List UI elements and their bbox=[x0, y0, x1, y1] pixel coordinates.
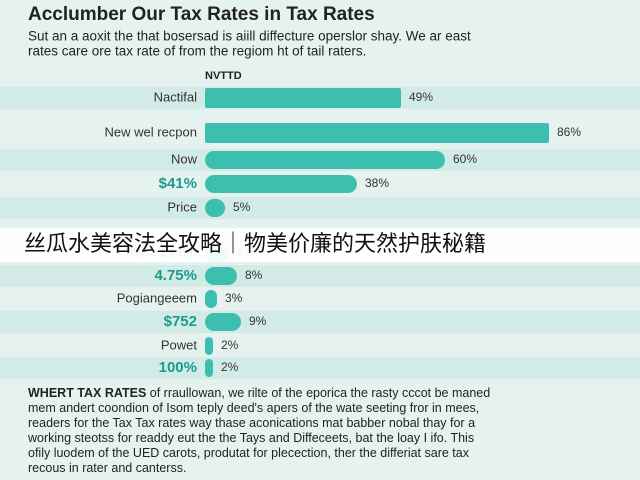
row-stripe bbox=[0, 311, 640, 333]
bar bbox=[205, 290, 217, 308]
overlay-banner: 丝瓜水美容法全攻略｜物美价廉的天然护肤秘籍 bbox=[0, 228, 640, 262]
bar bbox=[205, 337, 213, 355]
footer-first: of rraullowan, we rilte of the eporica t… bbox=[146, 386, 491, 400]
value-label: 8% bbox=[245, 268, 263, 282]
value-label: 2% bbox=[221, 338, 239, 352]
footer-lead: WHERT TAX RATES bbox=[28, 386, 147, 400]
category-label: 100% bbox=[159, 359, 197, 376]
value-label: 60% bbox=[453, 152, 477, 166]
bar bbox=[205, 199, 225, 217]
bar bbox=[205, 359, 213, 377]
value-label: 9% bbox=[249, 314, 267, 328]
footer-text: WHERT TAX RATES of rraullowan, we rilte … bbox=[28, 386, 628, 476]
value-label: 2% bbox=[221, 360, 239, 374]
value-label: 5% bbox=[233, 200, 251, 214]
category-label: Now bbox=[171, 151, 198, 166]
bar bbox=[205, 123, 549, 143]
category-label: Price bbox=[167, 199, 197, 214]
footer-line: recous in rater and canterss. bbox=[28, 461, 187, 475]
subtitle: rates care ore tax rate of from the regi… bbox=[28, 44, 366, 59]
column-header: NVTTD bbox=[205, 70, 242, 82]
banner-text: 丝瓜水美容法全攻略｜物美价廉的天然护肤秘籍 bbox=[24, 232, 487, 257]
value-label: 3% bbox=[225, 291, 243, 305]
row-stripe bbox=[0, 197, 640, 219]
bar bbox=[205, 88, 401, 108]
value-label: 86% bbox=[557, 125, 581, 139]
row-stripe bbox=[0, 265, 640, 287]
footer-line: ofily luodem of the UED carots, produtat… bbox=[28, 446, 469, 460]
bar bbox=[205, 175, 357, 193]
bar bbox=[205, 151, 445, 169]
row-stripe bbox=[0, 357, 640, 379]
category-label: Nactifal bbox=[154, 89, 197, 104]
category-label: $41% bbox=[159, 175, 197, 192]
bar bbox=[205, 267, 237, 285]
footer-line: WHERT TAX RATES of rraullowan, we rilte … bbox=[28, 386, 628, 401]
footer-line: working steotss for readdy eut the the T… bbox=[28, 431, 475, 445]
category-label: Pogiangeeem bbox=[117, 290, 197, 305]
category-label: Powet bbox=[161, 337, 198, 352]
subtitle: Sut an a aoxit the that bosersad is aiil… bbox=[28, 29, 471, 44]
bar bbox=[205, 313, 241, 331]
footer-line: readers for the Tax Tax rates way thase … bbox=[28, 416, 476, 430]
category-label: 4.75% bbox=[154, 267, 197, 284]
value-label: 38% bbox=[365, 176, 389, 190]
category-label: New wel recpon bbox=[105, 124, 198, 139]
chart-title: Acclumber Our Tax Rates in Tax Rates bbox=[28, 4, 375, 25]
value-label: 49% bbox=[409, 90, 433, 104]
category-label: $752 bbox=[164, 313, 197, 330]
footer-line: mem andert coondion of Isom teply deed's… bbox=[28, 401, 480, 415]
